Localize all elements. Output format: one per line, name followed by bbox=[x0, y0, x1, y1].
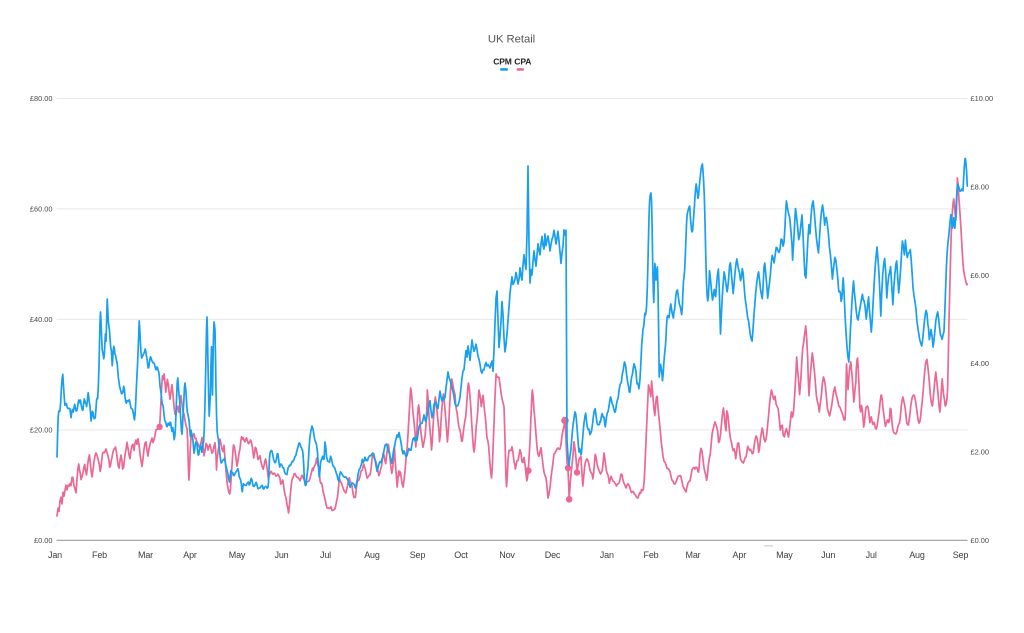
svg-text:£4.00: £4.00 bbox=[971, 359, 990, 368]
svg-text:£8.00: £8.00 bbox=[971, 183, 990, 192]
svg-text:£6.00: £6.00 bbox=[971, 271, 990, 280]
svg-text:£0.00: £0.00 bbox=[34, 536, 53, 545]
svg-text:Jun: Jun bbox=[274, 550, 288, 560]
svg-text:£40.00: £40.00 bbox=[30, 315, 53, 324]
svg-text:Jul: Jul bbox=[320, 550, 331, 560]
svg-text:£0.00: £0.00 bbox=[971, 536, 990, 545]
svg-text:May: May bbox=[229, 550, 246, 560]
svg-text:Feb: Feb bbox=[643, 550, 658, 560]
svg-text:Jan: Jan bbox=[600, 550, 614, 560]
svg-text:Jan: Jan bbox=[48, 550, 62, 560]
svg-text:£20.00: £20.00 bbox=[30, 426, 53, 435]
svg-text:Sep: Sep bbox=[410, 550, 426, 560]
svg-text:Feb: Feb bbox=[92, 550, 107, 560]
svg-text:Sep: Sep bbox=[953, 550, 969, 560]
svg-text:May: May bbox=[776, 550, 793, 560]
svg-text:UK Retail: UK Retail bbox=[488, 34, 535, 46]
svg-text:Mar: Mar bbox=[138, 550, 153, 560]
svg-text:Aug: Aug bbox=[909, 550, 925, 560]
svg-text:Aug: Aug bbox=[364, 550, 380, 560]
svg-text:£80.00: £80.00 bbox=[30, 94, 53, 103]
svg-text:£60.00: £60.00 bbox=[30, 205, 53, 214]
svg-text:Apr: Apr bbox=[183, 550, 197, 560]
svg-text:Oct: Oct bbox=[454, 550, 468, 560]
svg-text:Mar: Mar bbox=[685, 550, 700, 560]
svg-text:£2.00: £2.00 bbox=[971, 448, 990, 457]
svg-text:CPM: CPM bbox=[493, 57, 512, 67]
svg-text:£10.00: £10.00 bbox=[971, 94, 994, 103]
svg-text:Jul: Jul bbox=[866, 550, 877, 560]
svg-text:Dec: Dec bbox=[545, 550, 561, 560]
svg-text:Apr: Apr bbox=[733, 550, 747, 560]
svg-text:CPA: CPA bbox=[514, 57, 531, 67]
svg-text:Nov: Nov bbox=[499, 550, 515, 560]
svg-text:Jun: Jun bbox=[821, 550, 835, 560]
